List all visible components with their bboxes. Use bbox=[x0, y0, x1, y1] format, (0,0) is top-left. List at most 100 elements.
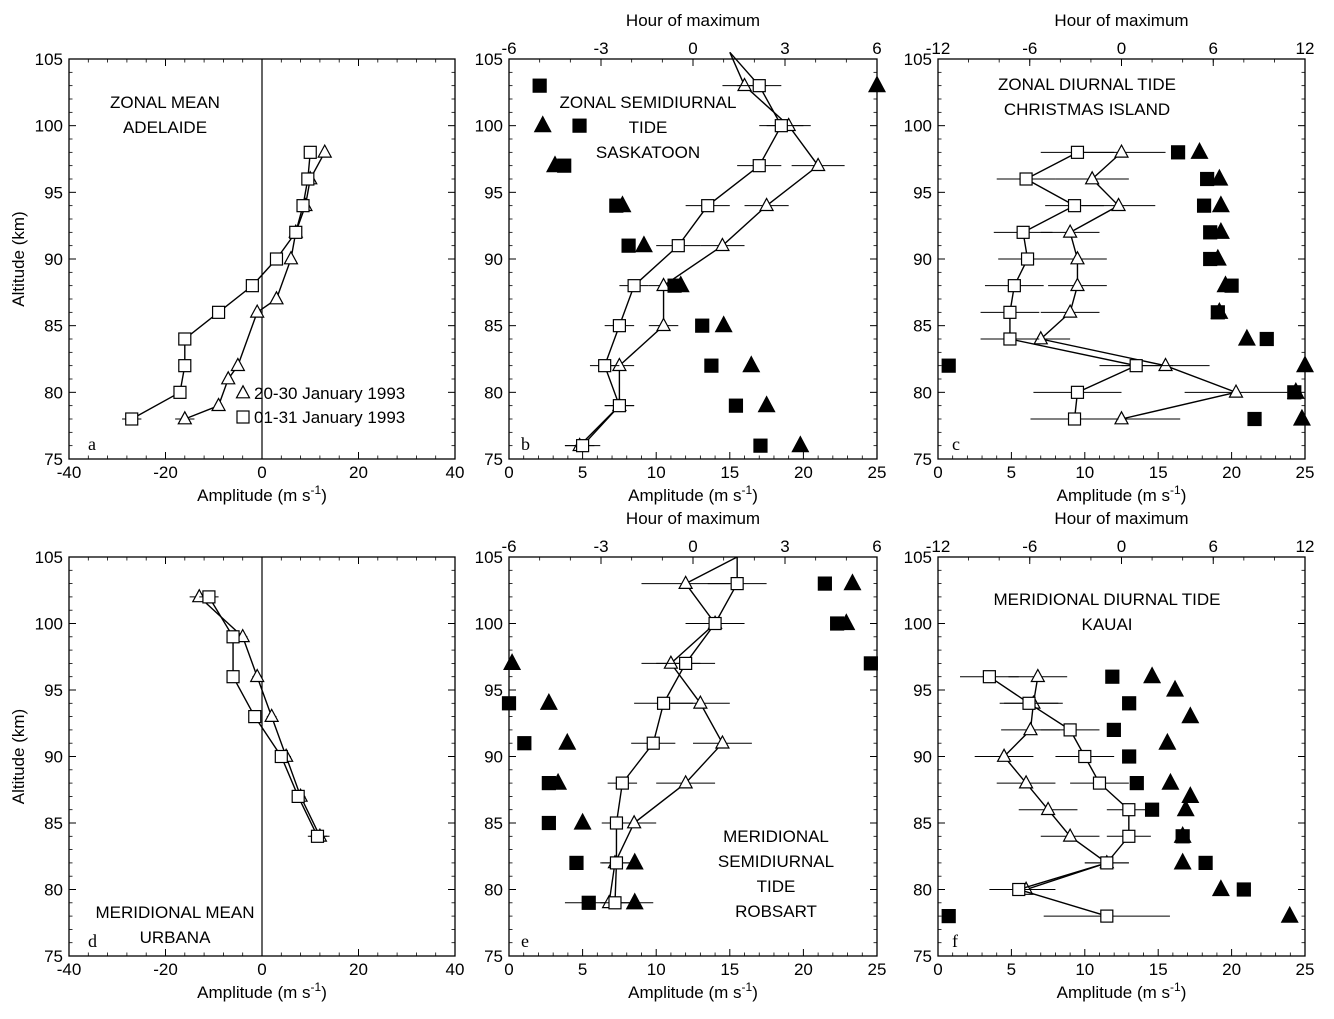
y-tick-label: 90 bbox=[44, 250, 63, 269]
amplitude-square-point bbox=[303, 145, 317, 159]
phase-square-point bbox=[695, 318, 710, 333]
phase-square-point bbox=[501, 696, 517, 711]
amplitude-triangle-point bbox=[268, 290, 284, 305]
legend-label: 01-31 January 1993 bbox=[254, 408, 405, 427]
x-tick-label: 25 bbox=[1296, 960, 1315, 979]
amplitude-triangle-point bbox=[1069, 277, 1085, 292]
amplitude-triangle-point bbox=[737, 77, 753, 92]
y-tick-label: 95 bbox=[913, 681, 932, 700]
y-tick-label: 85 bbox=[484, 317, 503, 336]
phase-square-point bbox=[1210, 305, 1225, 320]
amplitude-square-point bbox=[125, 412, 139, 426]
phase-triangle-point bbox=[714, 315, 733, 333]
amplitude-square-point bbox=[982, 670, 996, 684]
y-tick-label: 95 bbox=[484, 183, 503, 202]
phase-triangle-point bbox=[791, 435, 810, 453]
x-tick-label: 0 bbox=[933, 960, 942, 979]
amplitude-triangle-point bbox=[663, 654, 679, 669]
y-tick-label: 80 bbox=[913, 881, 932, 900]
top-tick-label: 0 bbox=[1117, 39, 1126, 58]
amplitude-triangle-point bbox=[211, 397, 227, 412]
panel-a-zonal-mean-adelaide: 75 80 85 90 95 100 105 -40 -20 0 20 40 Amplitude (m … bbox=[9, 50, 464, 505]
amplitude-square-point bbox=[608, 896, 622, 910]
amplitude-square-point bbox=[226, 630, 240, 644]
amplitude-series-square bbox=[600, 557, 767, 910]
phase-triangle-point bbox=[1143, 666, 1162, 684]
amplitude-triangle-point bbox=[1040, 801, 1056, 816]
y-axis-label: Altitude (km) bbox=[9, 709, 28, 804]
panel-title-line: ROBSART bbox=[735, 902, 817, 921]
panel-title-line: ZONAL SEMIDIURNAL bbox=[560, 93, 737, 112]
phase-series-square bbox=[532, 78, 768, 453]
phase-triangle-point bbox=[1158, 732, 1177, 750]
amplitude-square-point bbox=[274, 749, 288, 764]
amplitude-triangle-point bbox=[678, 575, 694, 590]
phase-triangle-point bbox=[1181, 786, 1200, 804]
amplitude-triangle-point bbox=[1062, 827, 1078, 842]
top-tick-label: 6 bbox=[872, 537, 881, 556]
amplitude-square-point bbox=[301, 172, 315, 186]
amplitude-series-triangle bbox=[175, 143, 333, 425]
panel-title-line: SASKATOON bbox=[596, 143, 700, 162]
series-line bbox=[614, 557, 738, 903]
panel-title-line: MERIDIONAL DIURNAL TIDE bbox=[993, 590, 1220, 609]
amplitude-square-point bbox=[708, 616, 722, 631]
amplitude-square-point bbox=[609, 856, 624, 870]
amplitude-square-point bbox=[598, 359, 612, 373]
y-axis-label: Altitude (km) bbox=[9, 211, 28, 306]
y-tick-label: 85 bbox=[913, 814, 932, 833]
x-tick-label: 5 bbox=[1007, 960, 1016, 979]
x-axis-label: Amplitude (m s-1) bbox=[1057, 483, 1187, 505]
y-tick-label: 85 bbox=[913, 317, 932, 336]
phase-square-point bbox=[1122, 749, 1137, 764]
panel-title-line: ADELAIDE bbox=[123, 118, 207, 137]
amplitude-triangle-point bbox=[996, 748, 1012, 762]
amplitude-triangle-point bbox=[220, 370, 236, 385]
phase-square-point bbox=[1203, 251, 1218, 267]
panel-title-line: ZONAL DIURNAL TIDE bbox=[998, 75, 1176, 94]
phase-triangle-point bbox=[1173, 852, 1192, 870]
phase-square-point bbox=[532, 78, 547, 93]
phase-series-triangle bbox=[533, 75, 886, 453]
phase-square-point bbox=[1122, 696, 1137, 711]
phase-square-point bbox=[1200, 171, 1215, 187]
amplitude-square-point bbox=[289, 225, 303, 239]
x-tick-label: -40 bbox=[57, 960, 82, 979]
amplitude-triangle-point bbox=[1111, 197, 1127, 212]
y-tick-label: 105 bbox=[475, 50, 503, 69]
x-axis-label: Amplitude (m s-1) bbox=[197, 980, 327, 1002]
y-tick-label: 100 bbox=[475, 615, 503, 634]
x-tick-label: 20 bbox=[349, 463, 368, 482]
phase-triangle-point bbox=[1181, 706, 1200, 724]
top-tick-label: -6 bbox=[501, 537, 516, 556]
x-axis-label: Amplitude (m s-1) bbox=[1057, 980, 1187, 1002]
amplitude-square-point bbox=[291, 789, 305, 804]
phase-square-point bbox=[557, 158, 572, 173]
legend: 20-30 January 1993 01-31 January 1993 bbox=[235, 384, 405, 427]
top-tick-label: -6 bbox=[501, 39, 516, 58]
panel-f-meridional-diurnal-kauai: 75 80 85 90 95 100 105 0 5 10 15 20 25 -12 -6 0 6 12 Hour … bbox=[904, 509, 1315, 1002]
amplitude-triangle-point bbox=[249, 668, 265, 683]
x-tick-label: -20 bbox=[153, 960, 178, 979]
y-tick-label: 90 bbox=[484, 250, 503, 269]
amplitude-square-point bbox=[656, 696, 671, 710]
amplitude-square-point bbox=[752, 159, 766, 173]
top-tick-label: 3 bbox=[780, 39, 789, 58]
phase-triangle-point bbox=[503, 653, 522, 671]
amplitude-square-point bbox=[1019, 172, 1033, 186]
x-tick-label: -40 bbox=[57, 463, 82, 482]
amplitude-square-point bbox=[1022, 696, 1036, 710]
top-tick-label: -12 bbox=[926, 537, 951, 556]
y-tick-label: 100 bbox=[904, 615, 932, 634]
panel-letter: c bbox=[952, 434, 960, 454]
x-tick-label: 10 bbox=[1075, 960, 1094, 979]
top-tick-label: -6 bbox=[1022, 39, 1037, 58]
legend-triangle-marker bbox=[235, 384, 251, 399]
phase-square-point bbox=[728, 398, 744, 413]
amplitude-square-point bbox=[575, 439, 590, 453]
y-tick-label: 105 bbox=[904, 50, 932, 69]
x-tick-label: 5 bbox=[578, 960, 587, 979]
amplitude-square-point bbox=[627, 279, 641, 293]
amplitude-triangle-point bbox=[1062, 303, 1078, 318]
amplitude-square-point bbox=[310, 829, 325, 843]
